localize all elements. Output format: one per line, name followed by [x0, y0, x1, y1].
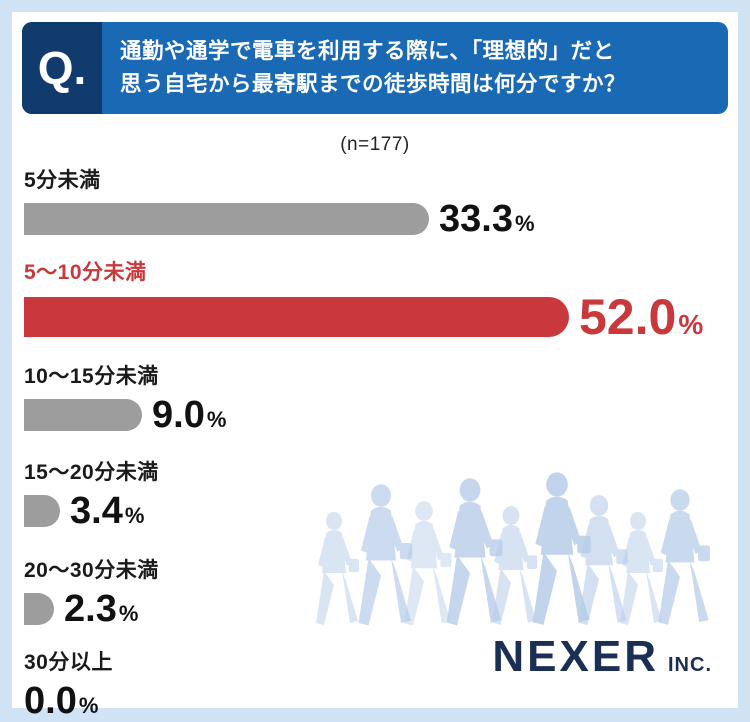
bar-line: 33.3%	[24, 200, 738, 238]
bar-label: 10〜15分未満	[24, 365, 159, 388]
nexer-logo: NEXER INC.	[492, 632, 712, 682]
question-text: 通勤や通学で電車を利用する際に、「理想的」だと 思う自宅から最寄駅までの徒歩時間…	[102, 22, 626, 114]
bar-value-unit: %	[678, 309, 704, 340]
bar-value-number: 0.0	[24, 680, 77, 722]
bar-value: 0.0%	[24, 682, 98, 720]
chart-row-highlighted: 5〜10分未満 52.0%	[24, 256, 738, 342]
bar	[24, 495, 60, 527]
infographic-panel: Q. 通勤や通学で電車を利用する際に、「理想的」だと 思う自宅から最寄駅までの徒…	[12, 12, 738, 720]
bar-line: 9.0%	[24, 396, 738, 434]
question-line-2: 思う自宅から最寄駅までの徒歩時間は何分ですか？	[120, 72, 627, 96]
bar-chart: 5分未満 33.3% 5〜10分未満 52.0% 10〜15分未満	[24, 164, 738, 720]
bar-line: 52.0%	[24, 292, 738, 342]
bar-value-number: 33.3	[439, 198, 513, 240]
bar-value-unit: %	[514, 211, 535, 236]
bar-value-unit: %	[206, 407, 227, 432]
bar-value-number: 3.4	[70, 490, 123, 532]
bar	[24, 399, 142, 431]
question-line-1: 通勤や通学で電車を利用する際に、「理想的」だと	[120, 38, 615, 63]
q-mark: Q.	[37, 42, 87, 94]
chart-row: 30分以上 0.0%	[24, 646, 738, 720]
bar-value: 3.4%	[70, 492, 144, 530]
bar-line: 2.3%	[24, 590, 738, 628]
bar-value-number: 9.0	[152, 394, 205, 436]
bar-value-number: 2.3	[64, 588, 117, 630]
bar-label: 15〜20分未満	[24, 461, 159, 484]
chart-row: 15〜20分未満 3.4%	[24, 456, 738, 530]
bar-value: 2.3%	[64, 590, 138, 628]
bar-label: 20〜30分未満	[24, 559, 159, 582]
bar-value: 9.0%	[152, 396, 226, 434]
bar	[24, 593, 54, 625]
bar-label: 5〜10分未満	[24, 261, 147, 284]
q-mark-badge: Q.	[22, 22, 102, 114]
bar	[24, 203, 429, 235]
chart-row: 20〜30分未満 2.3%	[24, 554, 738, 628]
chart-row: 5分未満 33.3%	[24, 164, 738, 238]
bar-value-number: 52.0	[579, 289, 677, 345]
bar	[24, 297, 569, 337]
chart-row: 10〜15分未満 9.0%	[24, 360, 738, 434]
bar-line: 3.4%	[24, 492, 738, 530]
bar-value: 33.3%	[439, 200, 535, 238]
bar-line: 0.0%	[24, 682, 738, 720]
bar-value-unit: %	[124, 503, 145, 528]
bar-label: 5分未満	[24, 169, 101, 192]
nexer-logo-brand: NEXER	[492, 632, 659, 681]
sample-size-label: (n=177)	[340, 134, 410, 155]
question-header: Q. 通勤や通学で電車を利用する際に、「理想的」だと 思う自宅から最寄駅までの徒…	[22, 22, 728, 114]
bar-label: 30分以上	[24, 651, 113, 674]
bar-value-unit: %	[118, 601, 139, 626]
bar-value-unit: %	[78, 693, 99, 718]
bar-value: 52.0%	[579, 292, 703, 342]
nexer-logo-suffix: INC.	[668, 654, 712, 676]
